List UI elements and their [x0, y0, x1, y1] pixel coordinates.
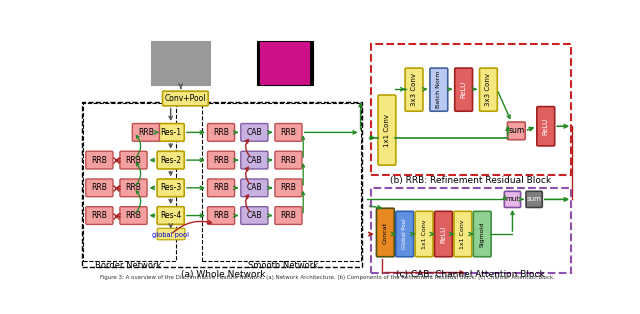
- FancyBboxPatch shape: [241, 179, 268, 197]
- Text: RRB: RRB: [213, 211, 229, 220]
- Text: CAB: CAB: [246, 156, 262, 165]
- Text: RRB: RRB: [280, 128, 296, 137]
- FancyBboxPatch shape: [241, 207, 268, 225]
- Text: Figure 3: A overview of the Discriminative Feature Network. (a) Network Architec: Figure 3: A overview of the Discriminati…: [100, 275, 556, 280]
- Text: 3x3 Conv: 3x3 Conv: [485, 73, 492, 106]
- FancyBboxPatch shape: [504, 191, 520, 208]
- Text: RRB: RRB: [213, 183, 229, 192]
- Text: RRB: RRB: [92, 183, 108, 192]
- FancyBboxPatch shape: [378, 95, 396, 165]
- Text: RRB: RRB: [125, 156, 141, 165]
- FancyBboxPatch shape: [275, 151, 302, 169]
- Text: RRB: RRB: [138, 128, 154, 137]
- FancyBboxPatch shape: [537, 106, 555, 146]
- FancyBboxPatch shape: [415, 211, 433, 257]
- Text: CAB: CAB: [246, 183, 262, 192]
- FancyBboxPatch shape: [157, 207, 184, 225]
- Text: Concat: Concat: [383, 221, 388, 244]
- FancyBboxPatch shape: [275, 207, 302, 225]
- Bar: [371, 188, 571, 273]
- Text: ReLU: ReLU: [440, 225, 447, 243]
- FancyBboxPatch shape: [120, 179, 147, 197]
- Text: 1x1 Conv: 1x1 Conv: [460, 219, 465, 249]
- Text: CAB: CAB: [246, 211, 262, 220]
- FancyBboxPatch shape: [508, 122, 525, 140]
- Text: (c) CAB: Channel Attention Block: (c) CAB: Channel Attention Block: [396, 270, 545, 279]
- Text: RRB: RRB: [280, 183, 296, 192]
- Text: Conv+Pool: Conv+Pool: [164, 94, 206, 103]
- FancyBboxPatch shape: [163, 91, 208, 106]
- Text: Smooth Network: Smooth Network: [248, 261, 318, 270]
- FancyBboxPatch shape: [120, 151, 147, 169]
- Text: RRB: RRB: [92, 156, 108, 165]
- Text: RRB: RRB: [280, 211, 296, 220]
- Bar: [260, 42, 309, 84]
- Text: RRB: RRB: [92, 211, 108, 220]
- FancyBboxPatch shape: [376, 208, 394, 257]
- FancyBboxPatch shape: [430, 68, 448, 111]
- FancyBboxPatch shape: [132, 123, 159, 141]
- Text: (b) RRB: Refinement Residual Block: (b) RRB: Refinement Residual Block: [390, 176, 551, 185]
- Text: Sigmoid: Sigmoid: [480, 221, 484, 247]
- FancyBboxPatch shape: [86, 179, 113, 197]
- Text: RRB: RRB: [125, 183, 141, 192]
- FancyBboxPatch shape: [157, 179, 184, 197]
- FancyBboxPatch shape: [120, 207, 147, 225]
- Bar: [257, 41, 312, 85]
- FancyBboxPatch shape: [275, 179, 302, 197]
- FancyBboxPatch shape: [207, 123, 235, 141]
- Text: 1x1 Conv: 1x1 Conv: [422, 219, 427, 249]
- Text: Global Pool: Global Pool: [402, 219, 407, 249]
- Bar: [151, 41, 210, 85]
- Text: Res-1: Res-1: [160, 128, 181, 137]
- Text: sum: sum: [527, 196, 541, 203]
- Text: Border Network: Border Network: [95, 261, 161, 270]
- FancyBboxPatch shape: [207, 207, 235, 225]
- FancyBboxPatch shape: [241, 151, 268, 169]
- Text: RRB: RRB: [213, 156, 229, 165]
- Text: ReLU: ReLU: [461, 81, 467, 98]
- FancyBboxPatch shape: [405, 68, 423, 111]
- FancyBboxPatch shape: [275, 123, 302, 141]
- Text: RRB: RRB: [213, 128, 229, 137]
- Bar: [83, 103, 176, 261]
- Bar: [371, 44, 571, 175]
- FancyBboxPatch shape: [454, 68, 472, 111]
- FancyBboxPatch shape: [86, 151, 113, 169]
- FancyBboxPatch shape: [207, 179, 235, 197]
- Text: Batch Norm: Batch Norm: [436, 71, 442, 108]
- Text: Res-3: Res-3: [160, 183, 181, 192]
- FancyBboxPatch shape: [435, 211, 452, 257]
- Text: mul: mul: [506, 196, 519, 203]
- Text: RRB: RRB: [280, 156, 296, 165]
- Text: global pool: global pool: [152, 232, 189, 238]
- Text: 1x1 Conv: 1x1 Conv: [384, 114, 390, 147]
- FancyBboxPatch shape: [157, 151, 184, 169]
- FancyBboxPatch shape: [454, 211, 472, 257]
- Text: Res-2: Res-2: [160, 156, 181, 165]
- FancyBboxPatch shape: [86, 207, 113, 225]
- FancyBboxPatch shape: [207, 151, 235, 169]
- FancyBboxPatch shape: [241, 123, 268, 141]
- Text: ReLU: ReLU: [543, 118, 548, 135]
- FancyBboxPatch shape: [157, 228, 185, 240]
- Bar: [81, 102, 362, 267]
- Text: sum: sum: [508, 126, 524, 135]
- FancyBboxPatch shape: [526, 191, 542, 208]
- Text: CAB: CAB: [246, 128, 262, 137]
- Text: Res-4: Res-4: [160, 211, 181, 220]
- FancyBboxPatch shape: [479, 68, 497, 111]
- Text: RRB: RRB: [125, 211, 141, 220]
- Text: (a) Whole Network: (a) Whole Network: [181, 270, 266, 279]
- Bar: [202, 103, 360, 261]
- FancyBboxPatch shape: [474, 211, 491, 257]
- FancyBboxPatch shape: [396, 211, 413, 257]
- Text: 3x3 Conv: 3x3 Conv: [411, 73, 417, 106]
- FancyBboxPatch shape: [157, 123, 184, 141]
